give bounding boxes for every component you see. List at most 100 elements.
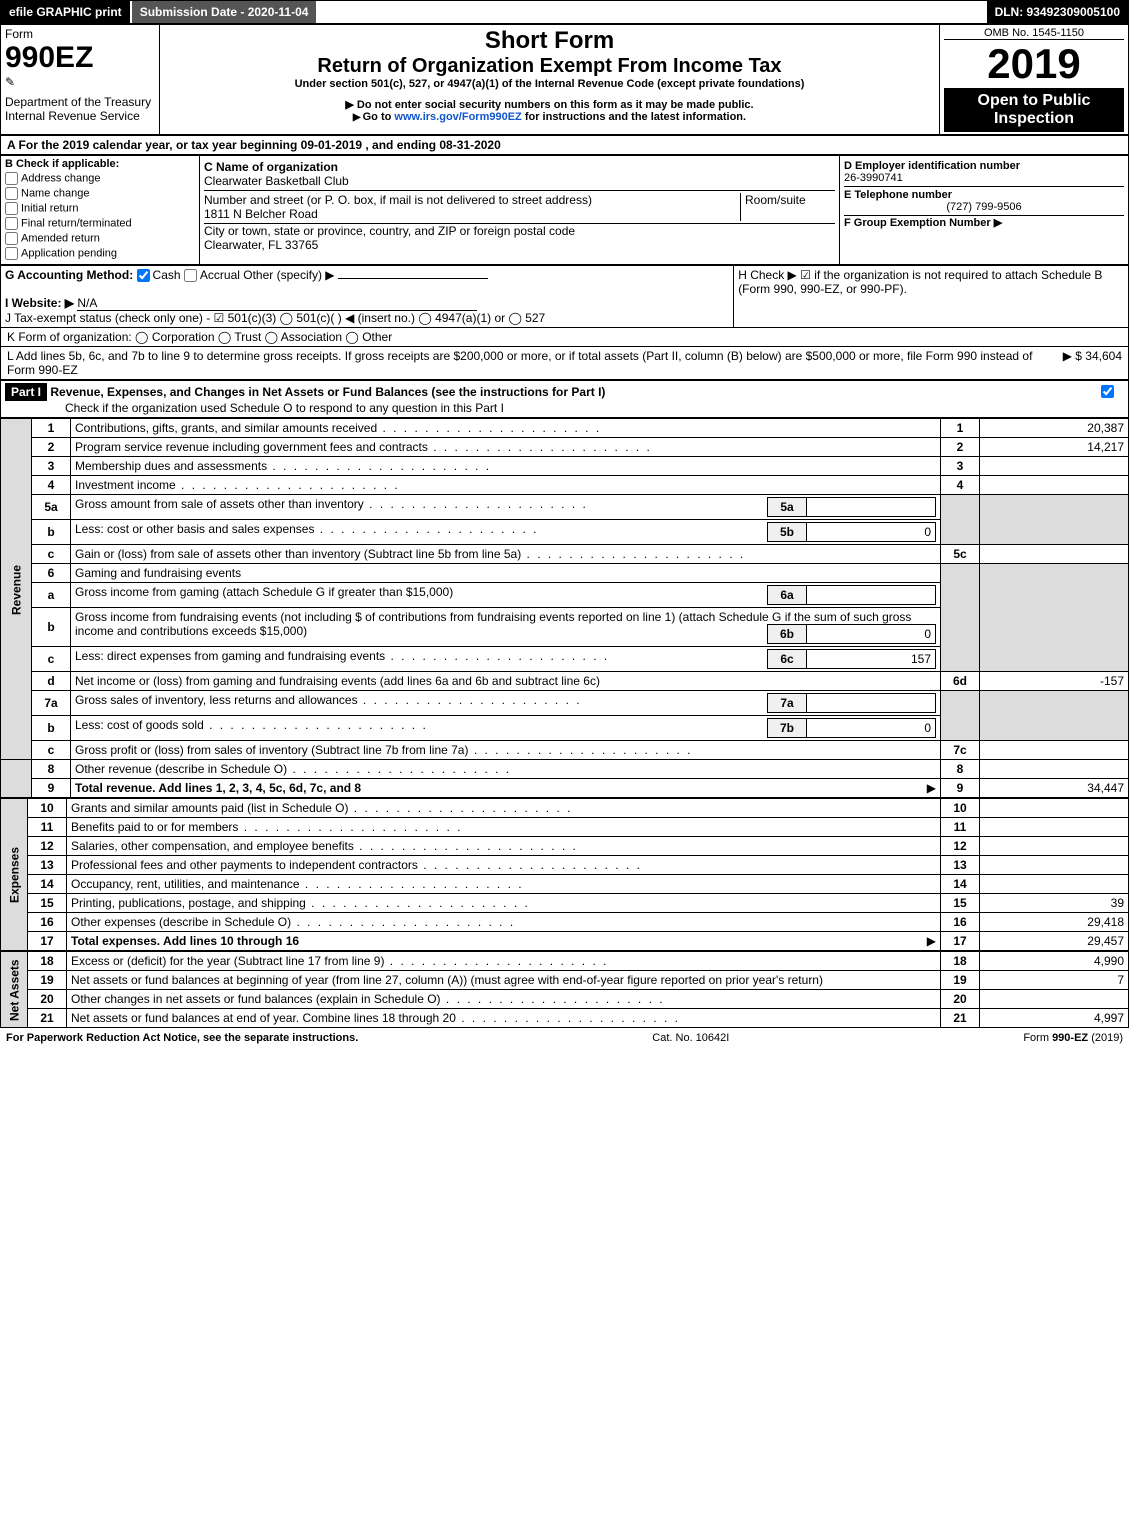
line-3-val bbox=[980, 457, 1129, 476]
g-h-block: G Accounting Method: Cash Accrual Other … bbox=[0, 265, 1129, 328]
part1-check-o: Check if the organization used Schedule … bbox=[5, 401, 504, 415]
line-3-text: Membership dues and assessments bbox=[71, 457, 941, 476]
net-assets-table: Net Assets 18Excess or (deficit) for the… bbox=[0, 951, 1129, 1028]
street-val: 1811 N Belcher Road bbox=[204, 207, 318, 221]
line-12-val bbox=[980, 837, 1129, 856]
form-word: Form bbox=[5, 27, 155, 41]
chk-application-pending[interactable]: Application pending bbox=[5, 247, 195, 260]
chk-amended-return[interactable]: Amended return bbox=[5, 232, 195, 245]
line-19-val: 7 bbox=[980, 971, 1129, 990]
line-10-val bbox=[980, 799, 1129, 818]
line-7b-val: 0 bbox=[807, 719, 936, 738]
side-net-assets: Net Assets bbox=[1, 952, 28, 1028]
line-6b-text: Gross income from fundraising events (no… bbox=[71, 608, 941, 647]
ein: 26-3990741 bbox=[844, 172, 903, 184]
chk-cash[interactable]: Cash bbox=[137, 268, 181, 282]
d-label: D Employer identification number bbox=[844, 160, 1020, 172]
line-6b-val: 0 bbox=[807, 625, 936, 644]
j-line: J Tax-exempt status (check only one) - ☑… bbox=[5, 311, 545, 325]
line-15-text: Printing, publications, postage, and shi… bbox=[67, 894, 941, 913]
g-other: Other (specify) ▶ bbox=[243, 268, 334, 282]
line-19-text: Net assets or fund balances at beginning… bbox=[67, 971, 941, 990]
footer-right: Form 990-EZ (2019) bbox=[1023, 1032, 1123, 1044]
top-bar: efile GRAPHIC print Submission Date - 20… bbox=[0, 0, 1129, 24]
line-7b-text: Less: cost of goods sold 7b0 bbox=[71, 716, 941, 741]
line-5c-text: Gain or (loss) from sale of assets other… bbox=[71, 545, 941, 564]
org-name: Clearwater Basketball Club bbox=[204, 174, 349, 188]
line-20-val bbox=[980, 990, 1129, 1009]
part1-title: Revenue, Expenses, and Changes in Net As… bbox=[50, 385, 605, 399]
chk-initial-return[interactable]: Initial return bbox=[5, 202, 195, 215]
side-revenue: Revenue bbox=[1, 419, 32, 760]
expenses-table: Expenses 10Grants and similar amounts pa… bbox=[0, 798, 1129, 951]
line-7a-val bbox=[807, 694, 936, 713]
line-6c-text: Less: direct expenses from gaming and fu… bbox=[71, 647, 941, 672]
tax-year: 2019 bbox=[944, 40, 1124, 88]
k-line: K Form of organization: ◯ Corporation ◯ … bbox=[0, 328, 1129, 347]
submission-date: Submission Date - 2020-11-04 bbox=[130, 1, 317, 23]
line-6c-val: 157 bbox=[807, 650, 936, 669]
line-14-val bbox=[980, 875, 1129, 894]
line-18-text: Excess or (deficit) for the year (Subtra… bbox=[67, 952, 941, 971]
line-7a-text: Gross sales of inventory, less returns a… bbox=[71, 691, 941, 716]
h-line: H Check ▶ ☑ if the organization is not r… bbox=[734, 266, 1129, 328]
line-6a-val bbox=[807, 586, 936, 605]
line-1-text: Contributions, gifts, grants, and simila… bbox=[71, 419, 941, 438]
line-18-val: 4,990 bbox=[980, 952, 1129, 971]
efile-print-button[interactable]: efile GRAPHIC print bbox=[1, 1, 130, 23]
line-4-val bbox=[980, 476, 1129, 495]
line-17-val: 29,457 bbox=[980, 932, 1129, 951]
short-form-title: Short Form bbox=[164, 27, 935, 55]
line-8-val bbox=[980, 760, 1129, 779]
chk-name-change[interactable]: Name change bbox=[5, 187, 195, 200]
e-label: E Telephone number bbox=[844, 189, 952, 201]
line-1-val: 20,387 bbox=[980, 419, 1129, 438]
l-amount: ▶ $ 34,604 bbox=[1063, 349, 1122, 377]
line-5a-val bbox=[807, 498, 936, 517]
goto-link[interactable]: Go to www.irs.gov/Form990EZ for instruct… bbox=[164, 111, 935, 123]
b-check-label: B Check if applicable: bbox=[5, 158, 119, 170]
revenue-table: Revenue 1Contributions, gifts, grants, a… bbox=[0, 418, 1129, 798]
line-5a-text: Gross amount from sale of assets other t… bbox=[71, 495, 941, 520]
line-6-text: Gaming and fundraising events bbox=[71, 564, 941, 583]
chk-accrual[interactable]: Accrual bbox=[184, 268, 240, 282]
line-17-text: Total expenses. Add lines 10 through 16 … bbox=[67, 932, 941, 951]
line-2-text: Program service revenue including govern… bbox=[71, 438, 941, 457]
c-label: C Name of organization bbox=[204, 160, 338, 174]
chk-schedule-o[interactable] bbox=[1101, 385, 1114, 398]
omb-number: OMB No. 1545-1150 bbox=[944, 27, 1124, 40]
line-5b-val: 0 bbox=[807, 523, 936, 542]
line-7c-text: Gross profit or (loss) from sales of inv… bbox=[71, 741, 941, 760]
street-label: Number and street (or P. O. box, if mail… bbox=[204, 193, 592, 207]
line-14-text: Occupancy, rent, utilities, and maintena… bbox=[67, 875, 941, 894]
ssn-warning: ▶ Do not enter social security numbers o… bbox=[164, 98, 935, 111]
line-5b-text: Less: cost or other basis and sales expe… bbox=[71, 520, 941, 545]
f-label: F Group Exemption Number ▶ bbox=[844, 217, 1002, 229]
line-11-text: Benefits paid to or for members bbox=[67, 818, 941, 837]
irs-url[interactable]: www.irs.gov/Form990EZ bbox=[394, 111, 521, 123]
info-block: B Check if applicable: Address change Na… bbox=[0, 155, 1129, 265]
phone: (727) 799-9506 bbox=[844, 201, 1124, 213]
line-12-text: Salaries, other compensation, and employ… bbox=[67, 837, 941, 856]
website-val: N/A bbox=[77, 296, 477, 311]
line-9-text: Total revenue. Add lines 1, 2, 3, 4, 5c,… bbox=[71, 779, 941, 798]
footer-left: For Paperwork Reduction Act Notice, see … bbox=[6, 1032, 358, 1044]
chk-final-return[interactable]: Final return/terminated bbox=[5, 217, 195, 230]
line-5c-val bbox=[980, 545, 1129, 564]
side-expenses: Expenses bbox=[1, 799, 28, 951]
footer-mid: Cat. No. 10642I bbox=[652, 1032, 729, 1044]
chk-address-change[interactable]: Address change bbox=[5, 172, 195, 185]
part1-label: Part I bbox=[5, 383, 47, 401]
row-a-tax-year: A For the 2019 calendar year, or tax yea… bbox=[0, 135, 1129, 155]
line-20-text: Other changes in net assets or fund bala… bbox=[67, 990, 941, 1009]
header-table: Form 990EZ ✎ Department of the Treasury … bbox=[0, 24, 1129, 135]
line-10-text: Grants and similar amounts paid (list in… bbox=[67, 799, 941, 818]
line-6d-text: Net income or (loss) from gaming and fun… bbox=[71, 672, 941, 691]
line-6a-text: Gross income from gaming (attach Schedul… bbox=[71, 583, 941, 608]
line-21-val: 4,997 bbox=[980, 1009, 1129, 1028]
form-number: 990EZ bbox=[5, 41, 155, 75]
footer: For Paperwork Reduction Act Notice, see … bbox=[0, 1028, 1129, 1048]
room-suite-label: Room/suite bbox=[740, 193, 835, 221]
line-16-text: Other expenses (describe in Schedule O) bbox=[67, 913, 941, 932]
i-label: I Website: ▶ bbox=[5, 296, 74, 310]
